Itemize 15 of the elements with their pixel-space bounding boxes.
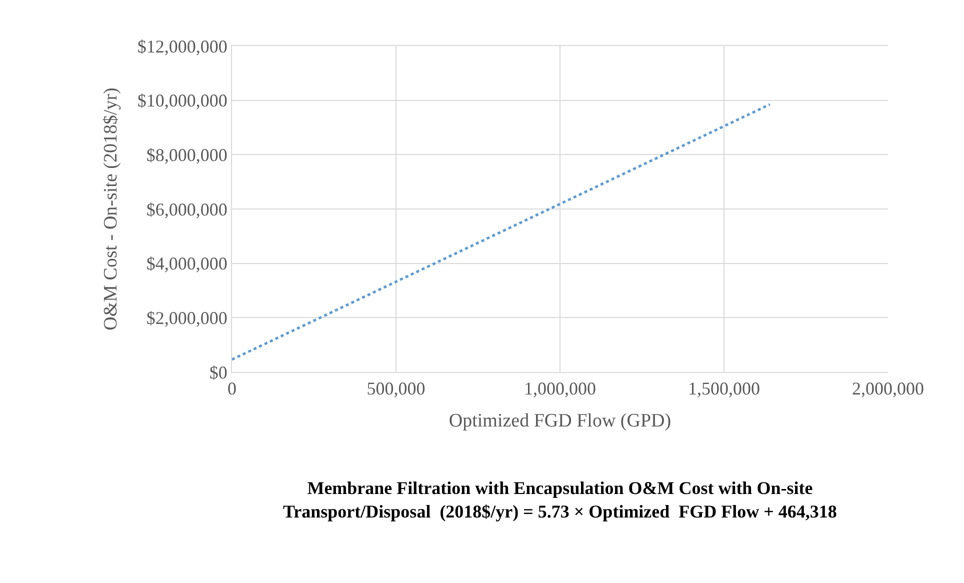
y-tick-label: $10,000,000 xyxy=(137,90,228,111)
x-tick-label: 500,000 xyxy=(366,378,426,399)
text: Membrane Filtration with Encapsulation O&M Cost with On-site Transport/Disposal (2018$/yr) = 5.73 × Optimized FGD Flow + 464,318 xyxy=(283,478,837,522)
y-tick-label: $12,000,000 xyxy=(137,36,228,56)
x-axis-title: Optimized FGD Flow (GPD) xyxy=(448,410,672,432)
y-tick-label: $2,000,000 xyxy=(146,308,228,328)
y-tick-label: $6,000,000 xyxy=(146,199,228,220)
x-tick-label: 1,500,000 xyxy=(688,378,760,399)
y-tick-label: $8,000,000 xyxy=(146,144,228,165)
x-tick-label: 0 xyxy=(228,378,236,399)
x-tick-label: 1,000,000 xyxy=(524,378,596,399)
x-tick-label: 2,000,000 xyxy=(852,378,924,399)
y-tick-label: $4,000,000 xyxy=(146,254,228,274)
y-tick-label: $0 xyxy=(209,362,228,382)
y-axis-title: O&M Cost - On-site (2018$/yr) xyxy=(100,88,122,330)
